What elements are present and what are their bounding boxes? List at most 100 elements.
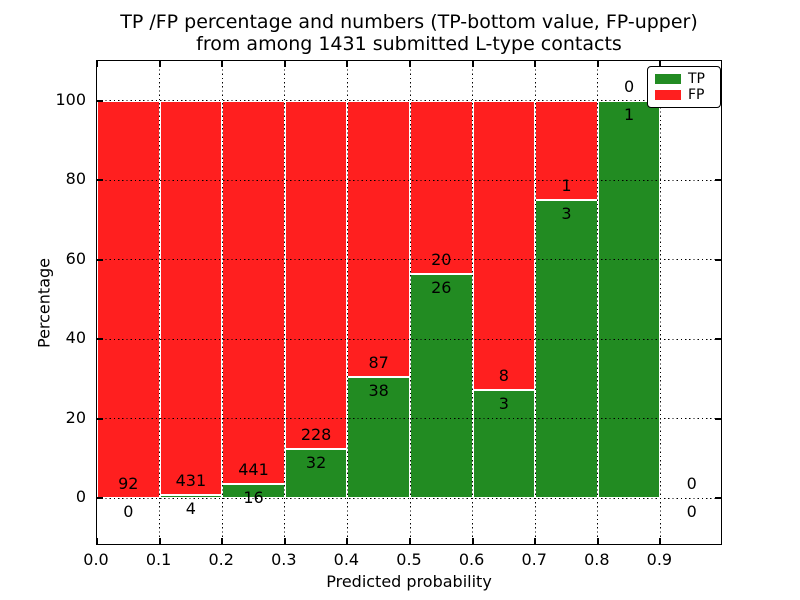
x-tick-mark [471,61,474,67]
x-tick-mark [96,538,98,544]
x-tick-label: 0.1 [145,550,172,569]
y-tick-mark [97,258,103,261]
y-tick-mark [715,258,721,261]
legend-label-tp: TP [688,71,705,87]
v-gridline [221,61,223,544]
bar-fp-segment [222,100,285,485]
bar-fp-segment [97,100,160,499]
bars-layer [97,61,721,544]
y-tick-mark [715,179,721,182]
legend: TP FP [647,66,721,108]
legend-entry-tp: TP [655,71,713,87]
fp-count-label: 87 [368,353,389,373]
bar-fp-segment [159,100,223,495]
fp-count-label: 431 [175,470,207,490]
y-tick-label: 80 [65,169,86,189]
tp-count-label: 3 [498,393,509,413]
x-tick-label: 0.3 [271,550,297,569]
y-tick-mark [97,338,103,341]
ticks-layer [96,61,721,544]
x-tick-label: 0.0 [83,550,109,569]
tp-count-label: 0 [123,502,134,522]
y-tick-mark [97,417,103,420]
v-gridline [597,61,599,544]
tp-count-label: 3 [561,204,572,224]
tp-count-label: 38 [368,381,389,401]
bar-fp-segment [535,100,598,201]
grid-layer [97,61,721,544]
bar-tp-segment [597,100,661,499]
tp-count-label: 4 [185,498,196,518]
y-tick-mark [97,497,103,500]
bar-fp-segment [472,100,536,390]
v-gridline [346,61,348,544]
fp-count-label: 0 [624,76,635,96]
x-tick-mark [471,538,474,544]
x-tick-mark [158,538,161,544]
x-tick-label: 0.9 [646,550,673,569]
legend-swatch-fp-icon [655,90,681,100]
h-gridline [97,497,721,499]
bar-tp-segment [535,200,598,499]
x-tick-mark [283,538,286,544]
y-tick-mark [97,99,103,102]
tp-count-label: 0 [686,502,697,522]
x-tick-label: 0.8 [584,550,610,569]
fp-count-label: 1 [561,176,572,196]
v-gridline [659,61,661,544]
v-gridline [472,61,474,544]
x-tick-mark [158,61,161,67]
x-tick-mark [96,61,98,67]
tp-count-label: 32 [305,453,327,473]
h-gridline [97,338,721,340]
x-tick-mark [409,538,411,544]
fp-count-label: 228 [300,425,332,445]
x-tick-mark [346,61,349,67]
fp-count-label: 92 [118,474,139,494]
x-tick-label: 0.7 [521,550,547,569]
h-gridline [97,179,721,181]
tp-count-label: 1 [624,104,635,124]
fp-count-label: 20 [431,249,452,269]
x-tick-label: 0.6 [458,550,485,569]
x-tick-mark [534,61,537,67]
h-gridline [97,100,721,102]
x-tick-mark [409,61,411,67]
v-gridline [159,61,161,544]
legend-label-fp: FP [688,87,705,103]
y-tick-mark [97,179,103,182]
x-tick-label: 0.2 [208,550,234,569]
tp-count-label: 16 [243,488,264,508]
x-tick-mark [221,538,224,544]
y-tick-mark [715,338,721,341]
v-gridline [284,61,286,544]
legend-swatch-tp-icon [655,74,681,84]
x-tick-mark [346,538,349,544]
x-tick-mark [596,538,599,544]
plot-area: 92 0 431 4 441 16 228 32 87 38 20 26 8 3 1 3 0 1 0 0 TP FP [96,60,722,545]
x-tick-mark [659,61,662,67]
fp-count-label: 8 [498,365,509,385]
x-axis-label: Predicted probability [326,572,492,591]
h-gridline [97,259,721,261]
y-tick-label: 0 [75,487,86,507]
y-tick-label: 20 [65,407,86,427]
y-tick-label: 40 [65,328,86,348]
bar-fp-segment [410,100,473,274]
tp-count-label: 26 [431,277,452,297]
chart-title: TP /FP percentage and numbers (TP-bottom… [96,11,722,55]
fp-count-label: 441 [238,460,269,480]
x-tick-mark [221,61,224,67]
y-tick-mark [715,497,721,500]
x-tick-mark [596,61,599,67]
y-tick-label: 100 [55,89,86,109]
y-tick-label: 60 [65,248,86,268]
chart-title-line2: from among 1431 submitted L-type contact… [196,33,622,55]
v-gridline [534,61,536,544]
x-tick-mark [659,538,662,544]
x-tick-mark [283,61,286,67]
bar-labels-layer: 92 0 431 4 441 16 228 32 87 38 20 26 8 3 1 3 0 1 0 0 [97,61,721,544]
x-tick-label: 0.4 [333,550,360,569]
v-gridline [409,61,411,544]
